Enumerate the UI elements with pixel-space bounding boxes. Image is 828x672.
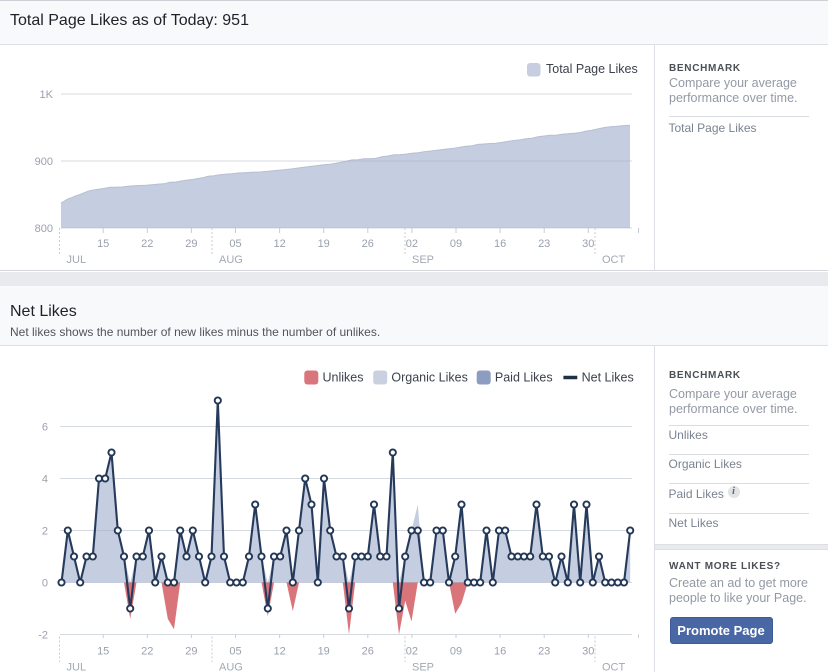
svg-text:30: 30 (582, 238, 594, 250)
svg-text:26: 26 (362, 646, 374, 658)
svg-text:29: 29 (185, 646, 197, 658)
svg-text:19: 19 (318, 238, 330, 250)
svg-text:Unlikes: Unlikes (323, 371, 364, 385)
svg-text:AUG: AUG (219, 254, 243, 266)
svg-text:JUL: JUL (67, 662, 87, 672)
svg-text:4: 4 (42, 474, 48, 486)
svg-text:16: 16 (494, 646, 506, 658)
svg-text:OCT: OCT (602, 662, 626, 672)
svg-text:Total Page Likes: Total Page Likes (546, 62, 638, 76)
svg-text:23: 23 (538, 238, 550, 250)
svg-text:SEP: SEP (412, 662, 434, 672)
svg-text:12: 12 (273, 238, 285, 250)
svg-text:Organic Likes: Organic Likes (391, 371, 467, 385)
svg-text:02: 02 (406, 238, 418, 250)
svg-text:2: 2 (42, 526, 48, 538)
svg-text:19: 19 (318, 646, 330, 658)
svg-text:09: 09 (450, 646, 462, 658)
svg-text:SEP: SEP (412, 254, 434, 266)
svg-text:JUL: JUL (67, 254, 87, 266)
svg-text:OCT: OCT (602, 254, 626, 266)
svg-text:800: 800 (35, 223, 53, 235)
svg-text:15: 15 (97, 646, 109, 658)
svg-text:16: 16 (494, 238, 506, 250)
svg-text:1K: 1K (40, 89, 54, 101)
svg-text:0: 0 (42, 578, 48, 590)
svg-text:23: 23 (538, 646, 550, 658)
svg-text:6: 6 (42, 422, 48, 434)
svg-text:-2: -2 (38, 630, 48, 642)
svg-text:05: 05 (229, 238, 241, 250)
svg-text:12: 12 (273, 646, 285, 658)
svg-text:30: 30 (582, 646, 594, 658)
svg-text:09: 09 (450, 238, 462, 250)
svg-text:22: 22 (141, 646, 153, 658)
svg-text:Net Likes: Net Likes (582, 371, 634, 385)
svg-text:05: 05 (229, 646, 241, 658)
svg-text:AUG: AUG (219, 662, 243, 672)
svg-text:15: 15 (97, 238, 109, 250)
svg-text:29: 29 (185, 238, 197, 250)
svg-text:26: 26 (362, 238, 374, 250)
svg-text:02: 02 (406, 646, 418, 658)
svg-text:Paid Likes: Paid Likes (495, 371, 553, 385)
svg-text:22: 22 (141, 238, 153, 250)
svg-text:900: 900 (35, 156, 53, 168)
